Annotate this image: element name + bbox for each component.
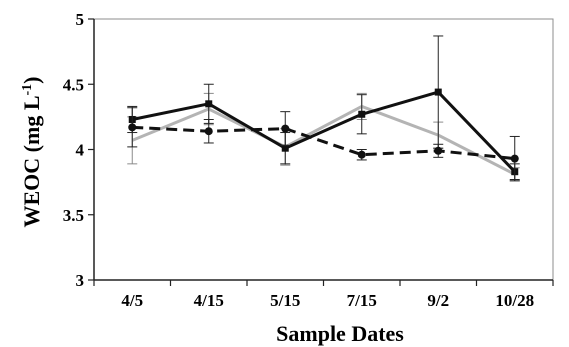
x-tick-label: 10/28 xyxy=(495,291,534,310)
y-tick-label: 4.5 xyxy=(63,75,84,94)
square-marker xyxy=(205,100,213,108)
x-tick-label: 4/15 xyxy=(194,291,224,310)
series-3 xyxy=(127,107,520,182)
series-line xyxy=(131,104,516,176)
circle-marker xyxy=(204,127,213,136)
y-tick-label: 4 xyxy=(76,141,85,160)
y-tick-label: 3.5 xyxy=(63,206,84,225)
square-marker xyxy=(281,144,289,152)
x-tick-label: 9/2 xyxy=(427,291,449,310)
square-marker xyxy=(434,88,442,96)
y-axis-title-close: ) xyxy=(19,77,44,84)
circle-marker xyxy=(128,123,137,132)
circle-marker xyxy=(281,124,290,133)
circle-marker xyxy=(510,154,519,163)
series-line xyxy=(131,90,516,173)
circle-marker xyxy=(434,146,443,155)
series-layer xyxy=(127,35,520,182)
y-axis-title-main: WEOC (mg L xyxy=(19,96,44,228)
y-axis-title: WEOC (mg L-1) xyxy=(19,77,44,228)
circle-marker xyxy=(357,150,366,159)
y-tick-label: 3 xyxy=(76,271,85,290)
x-tick-label: 7/15 xyxy=(347,291,377,310)
y-axis-title-superscript: -1 xyxy=(20,84,35,96)
x-tick-label: 5/15 xyxy=(270,291,300,310)
square-marker xyxy=(358,110,366,118)
x-tick-label: 4/5 xyxy=(121,291,143,310)
y-tick-label: 5 xyxy=(76,10,85,29)
series-line xyxy=(132,125,515,161)
x-axis-title: Sample Dates xyxy=(276,321,404,346)
tick-labels: 3 3.5 4 4.5 5 4/5 4/15 5/15 7/15 9/2 10/28 xyxy=(63,10,554,310)
